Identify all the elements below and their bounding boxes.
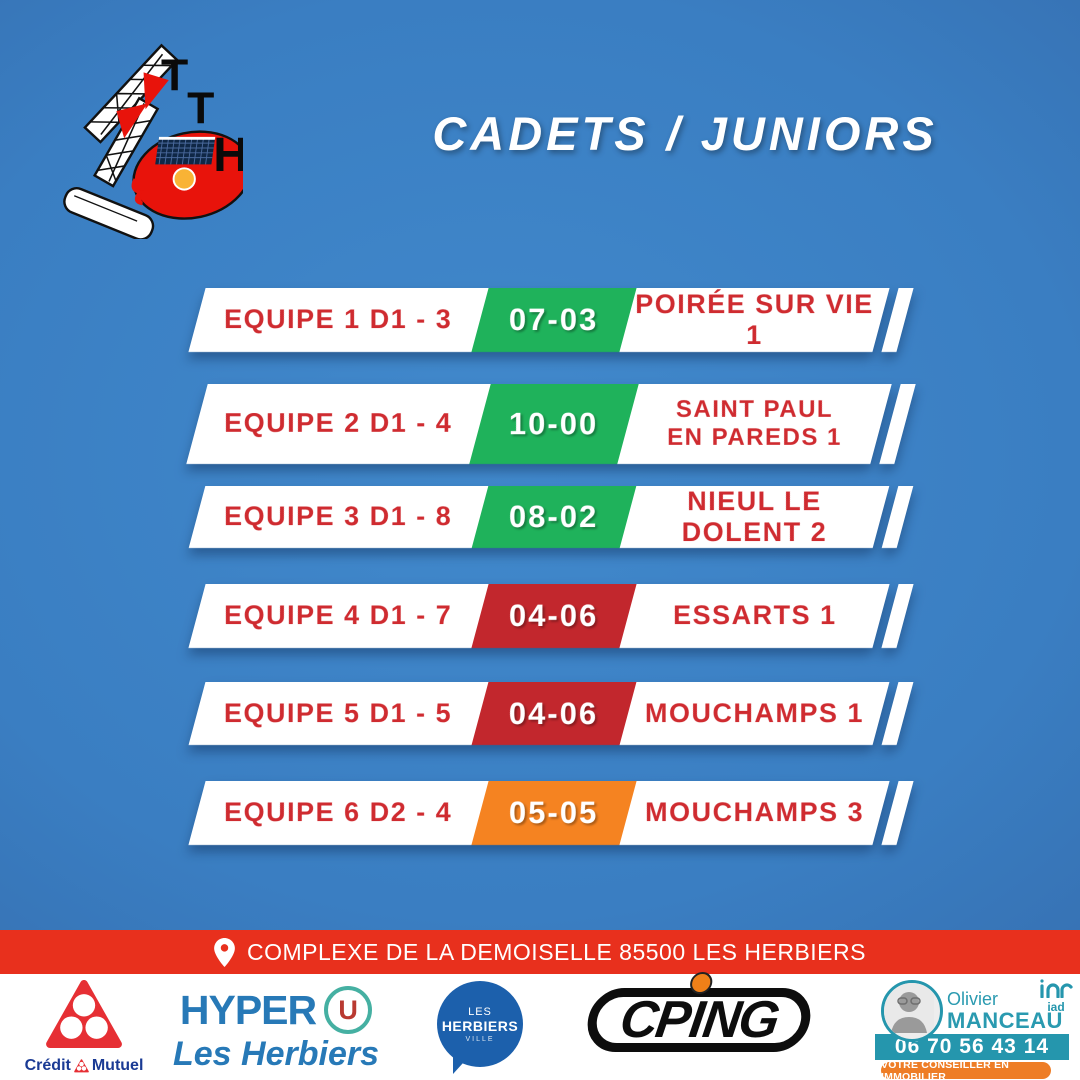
home-team-label: EQUIPE 1 D1 - 3	[224, 304, 453, 335]
opponent-cell: MOUCHAMPS 3	[619, 781, 890, 845]
ville-herbiers-label: HERBIERS	[441, 1017, 519, 1034]
score-label: 10-00	[509, 406, 599, 441]
windmill-arm-icon	[83, 43, 179, 188]
cping-part2: NG	[699, 991, 782, 1049]
score-label: 05-05	[509, 795, 599, 830]
cping-wordmark: CP I NG	[616, 972, 782, 1049]
hyper-u-logo: HYPER U Les Herbiers	[166, 986, 386, 1074]
agent-tagline: VOTRE CONSEILLER EN IMMOBILIER	[881, 1059, 1051, 1080]
score-badge: 07-03	[471, 288, 637, 352]
club-logo: T T H	[63, 43, 243, 239]
home-team-label: EQUIPE 2 D1 - 4	[224, 408, 453, 439]
score-label: 08-02	[509, 499, 599, 534]
score-badge: 10-00	[469, 384, 639, 464]
ville-les-label: LES	[468, 1005, 492, 1018]
score-badge: 05-05	[471, 781, 637, 845]
iad-brand-label: iad	[1047, 1000, 1065, 1014]
table-row: EQUIPE 3 D1 - 8 08-02 NIEUL LE DOLENT 2	[188, 485, 914, 548]
page-title: CADETS / JUNIORS	[432, 107, 938, 160]
opponent-cell: MOUCHAMPS 1	[619, 682, 890, 745]
u-letter: U	[338, 994, 358, 1025]
paddle-handle-icon	[63, 187, 155, 239]
ball-icon	[172, 167, 196, 191]
opponent-label: NIEUL LE DOLENT 2	[681, 485, 828, 547]
iad-logo-icon	[1040, 979, 1073, 999]
score-badge: 08-02	[471, 486, 637, 548]
score-badge: 04-06	[471, 682, 637, 745]
u-badge-icon: U	[324, 986, 373, 1034]
score-label: 04-06	[509, 695, 599, 731]
credit-mutuel-icon	[46, 980, 122, 1049]
iad-brand: iad	[1039, 978, 1073, 1014]
opponent-label: POIRÉE SUR VIE 1	[635, 288, 874, 350]
address-banner: COMPLEXE DE LA DEMOISELLE 85500 LES HERB…	[0, 930, 1080, 974]
credit-mutuel-logo: Crédit Mutuel	[24, 980, 144, 1075]
table-row: EQUIPE 6 D2 - 4 05-05 MOUCHAMPS 3	[188, 781, 914, 845]
opponent-label: SAINT PAUL EN PAREDS 1	[667, 396, 842, 451]
home-team-cell: EQUIPE 5 D1 - 5	[188, 682, 489, 745]
cping-part1: CP	[616, 991, 693, 1049]
logo-letter: T	[161, 51, 188, 100]
net-icon	[155, 136, 216, 165]
home-team-cell: EQUIPE 6 D2 - 4	[188, 781, 489, 845]
credit-label: Crédit	[24, 1057, 71, 1074]
agent-last-name: MANCEAU	[947, 1007, 1063, 1033]
home-team-cell: EQUIPE 4 D1 - 7	[188, 584, 489, 648]
location-pin-icon	[214, 937, 235, 967]
opponent-cell: ESSARTS 1	[619, 584, 890, 648]
opponent-cell: NIEUL LE DOLENT 2	[619, 485, 890, 548]
home-team-label: EQUIPE 3 D1 - 8	[224, 501, 453, 532]
score-badge: 04-06	[471, 584, 637, 648]
hyper-u-city-label: Les Herbiers	[173, 1035, 379, 1073]
cping-logo: CP I NG	[583, 972, 815, 1052]
opponent-label: MOUCHAMPS 3	[644, 797, 865, 828]
table-row: EQUIPE 1 D1 - 3 07-03 POIRÉE SUR VIE 1	[188, 288, 914, 352]
score-label: 07-03	[509, 302, 599, 337]
home-team-label: EQUIPE 6 D2 - 4	[224, 797, 453, 828]
home-team-label: EQUIPE 5 D1 - 5	[224, 697, 453, 728]
table-row: EQUIPE 2 D1 - 4 10-00 SAINT PAUL EN PARE…	[186, 384, 916, 464]
iad-agent-card: Olivier MANCEAU iad 06 70 56 43 14 VOTRE…	[875, 978, 1075, 1080]
agent-avatar	[881, 980, 943, 1042]
hyper-label: HYPER	[179, 986, 317, 1033]
home-team-label: EQUIPE 4 D1 - 7	[224, 600, 453, 631]
table-row: EQUIPE 5 D1 - 5 04-06 MOUCHAMPS 1	[188, 682, 914, 745]
agent-first-name: Olivier	[947, 989, 999, 1009]
opponent-cell: SAINT PAUL EN PAREDS 1	[617, 384, 892, 464]
score-label: 04-06	[509, 598, 599, 633]
opponent-label: ESSARTS 1	[672, 600, 837, 631]
opponent-label: MOUCHAMPS 1	[644, 697, 865, 728]
home-team-cell: EQUIPE 3 D1 - 8	[188, 486, 489, 548]
home-team-cell: EQUIPE 1 D1 - 3	[188, 288, 489, 352]
les-herbiers-ville-logo: LES HERBIERS VILLE	[437, 981, 523, 1074]
ville-ville-label: VILLE	[465, 1035, 495, 1043]
mutuel-label: Mutuel	[91, 1057, 144, 1074]
table-row: EQUIPE 4 D1 - 7 04-06 ESSARTS 1	[188, 584, 914, 648]
logo-letter: H	[213, 128, 243, 182]
opponent-cell: POIRÉE SUR VIE 1	[619, 288, 890, 352]
home-team-cell: EQUIPE 2 D1 - 4	[186, 384, 491, 464]
sponsors-footer: Crédit Mutuel HYPER U Les Herbiers LES	[0, 972, 1080, 1080]
agent-name: Olivier MANCEAU	[947, 990, 1063, 1032]
speech-bubble-icon: LES HERBIERS VILLE	[437, 981, 523, 1074]
credit-mutuel-mini-icon	[74, 1059, 89, 1073]
logo-letter: T	[187, 84, 214, 133]
address-text: COMPLEXE DE LA DEMOISELLE 85500 LES HERB…	[247, 938, 866, 965]
